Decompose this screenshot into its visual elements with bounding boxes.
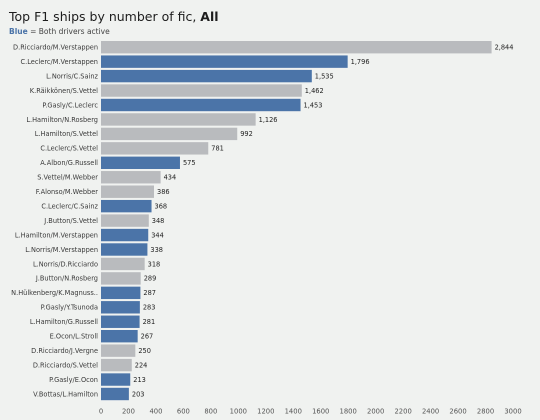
data-label: 283 [143, 304, 156, 312]
data-label: 1,126 [259, 116, 278, 124]
bar [101, 243, 148, 256]
data-label: 344 [151, 231, 164, 239]
data-label: 318 [148, 260, 161, 268]
bar [101, 69, 312, 83]
bar [101, 387, 129, 401]
data-label: 386 [157, 188, 170, 196]
data-label: 1,796 [351, 58, 370, 66]
x-tick-label: 600 [177, 407, 190, 415]
x-tick-label: 2200 [394, 407, 411, 415]
category-label: D.Ricciardo/M.Verstappen [13, 44, 98, 52]
category-label: V.Bottas/L.Hamilton [33, 390, 98, 398]
category-label: L.Hamilton/S.Vettel [35, 130, 98, 138]
category-label: K.Räikkönen/S.Vettel [30, 87, 98, 95]
bar [101, 214, 149, 227]
bar [101, 301, 140, 314]
bar [101, 142, 209, 155]
color-legend: Blue = Both drivers active [9, 27, 110, 36]
legend-text: = Both drivers active [27, 27, 110, 36]
x-tick-label: 2400 [422, 407, 439, 415]
data-label: 338 [150, 246, 163, 254]
x-tick-label: 1600 [312, 407, 329, 415]
x-tick-label: 1400 [285, 407, 302, 415]
category-label: F.Alonso/M.Webber [36, 188, 98, 196]
data-label: 368 [155, 202, 168, 210]
data-label: 250 [138, 347, 151, 355]
data-label: 348 [152, 217, 165, 225]
bar [101, 127, 238, 141]
bar [101, 185, 155, 198]
category-label: L.Hamilton/M.Verstappen [15, 231, 98, 239]
data-label: 1,453 [304, 101, 323, 109]
data-label: 203 [132, 390, 145, 398]
data-label: 992 [240, 130, 253, 138]
category-label: C.Leclerc/C.Sainz [41, 202, 98, 210]
category-label: A.Albon/G.Russell [40, 159, 98, 167]
category-label: S.Vettel/M.Webber [37, 174, 98, 182]
x-tick-label: 800 [204, 407, 217, 415]
bar [101, 55, 348, 68]
category-label: C.Leclerc/M.Verstappen [21, 58, 98, 66]
data-label: 267 [141, 333, 154, 341]
category-label: P.Gasly/E.Ocon [49, 376, 98, 384]
data-label: 224 [135, 361, 148, 369]
x-tick-label: 1000 [230, 407, 247, 415]
category-label: J.Button/S.Vettel [43, 217, 98, 225]
bar [101, 84, 302, 97]
bar [101, 156, 180, 169]
bar [101, 373, 131, 386]
category-label: L.Norris/D.Ricciardo [33, 260, 98, 268]
category-label: C.Leclerc/S.Vettel [40, 145, 98, 153]
category-label: P.Gasly/Y.Tsunoda [41, 304, 98, 312]
data-label: 781 [211, 145, 224, 153]
x-tick-label: 3000 [504, 407, 521, 415]
x-tick-label: 400 [149, 407, 162, 415]
chart-title-emphasis: All [200, 9, 219, 24]
x-tick-label: 200 [122, 407, 135, 415]
x-tick-label: 0 [99, 407, 103, 415]
data-label: 281 [143, 318, 156, 326]
bar [101, 41, 492, 54]
bar [101, 315, 140, 328]
bar [101, 228, 149, 242]
legend-key-blue: Blue [9, 27, 28, 36]
category-label: J.Button/N.Rosberg [35, 275, 98, 283]
data-label: 287 [143, 289, 156, 297]
data-label: 1,535 [315, 72, 334, 80]
bar [101, 199, 152, 213]
category-label: L.Norris/M.Verstappen [25, 246, 98, 254]
data-label: 213 [133, 376, 146, 384]
category-label: L.Norris/C.Sainz [46, 72, 98, 80]
x-tick-label: 1800 [340, 407, 357, 415]
x-tick-label: 2600 [449, 407, 466, 415]
category-label: P.Gasly/C.Leclerc [42, 101, 98, 109]
category-label: L.Hamilton/N.Rosberg [26, 116, 98, 124]
bar [101, 272, 141, 285]
x-tick-label: 2800 [477, 407, 494, 415]
bar [101, 330, 138, 343]
category-label: D.Ricciardo/J.Vergne [31, 347, 98, 355]
data-label: 289 [144, 275, 157, 283]
bar [101, 98, 301, 112]
bar [101, 257, 145, 271]
data-label: 2,844 [495, 44, 514, 52]
x-tick-label: 2000 [367, 407, 384, 415]
data-label: 1,462 [305, 87, 324, 95]
category-label: D.Ricciardo/S.Vettel [33, 361, 98, 369]
category-label: L.Hamilton/G.Russell [30, 318, 98, 326]
bar [101, 286, 141, 300]
bar [101, 358, 132, 372]
data-label: 434 [164, 174, 177, 182]
category-label: E.Ocon/L.Stroll [50, 333, 98, 341]
bar [101, 344, 136, 357]
data-label: 575 [183, 159, 196, 167]
bar [101, 171, 161, 184]
bar [101, 113, 256, 126]
chart-title: Top F1 ships by number of fic, All [9, 9, 219, 24]
x-tick-label: 1200 [257, 407, 274, 415]
chart-title-prefix: Top F1 ships by number of fic, [9, 9, 201, 24]
category-label: N.Hülkenberg/K.Magnuss.. [11, 289, 98, 297]
